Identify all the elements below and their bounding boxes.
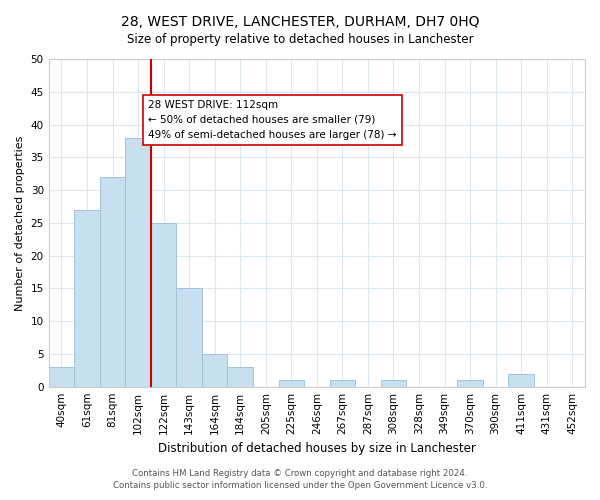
Y-axis label: Number of detached properties: Number of detached properties bbox=[15, 135, 25, 310]
Bar bbox=[125, 138, 151, 386]
Bar bbox=[227, 367, 253, 386]
Bar bbox=[329, 380, 355, 386]
Text: Size of property relative to detached houses in Lanchester: Size of property relative to detached ho… bbox=[127, 32, 473, 46]
Bar bbox=[74, 210, 100, 386]
Text: 28 WEST DRIVE: 112sqm
← 50% of detached houses are smaller (79)
49% of semi-deta: 28 WEST DRIVE: 112sqm ← 50% of detached … bbox=[148, 100, 397, 140]
Bar bbox=[508, 374, 534, 386]
Bar bbox=[278, 380, 304, 386]
Bar bbox=[380, 380, 406, 386]
X-axis label: Distribution of detached houses by size in Lanchester: Distribution of detached houses by size … bbox=[158, 442, 476, 455]
Bar bbox=[49, 367, 74, 386]
Bar bbox=[202, 354, 227, 386]
Bar bbox=[100, 177, 125, 386]
Text: 28, WEST DRIVE, LANCHESTER, DURHAM, DH7 0HQ: 28, WEST DRIVE, LANCHESTER, DURHAM, DH7 … bbox=[121, 15, 479, 29]
Bar bbox=[176, 288, 202, 386]
Text: Contains HM Land Registry data © Crown copyright and database right 2024.
Contai: Contains HM Land Registry data © Crown c… bbox=[113, 468, 487, 490]
Bar bbox=[457, 380, 483, 386]
Bar bbox=[151, 223, 176, 386]
